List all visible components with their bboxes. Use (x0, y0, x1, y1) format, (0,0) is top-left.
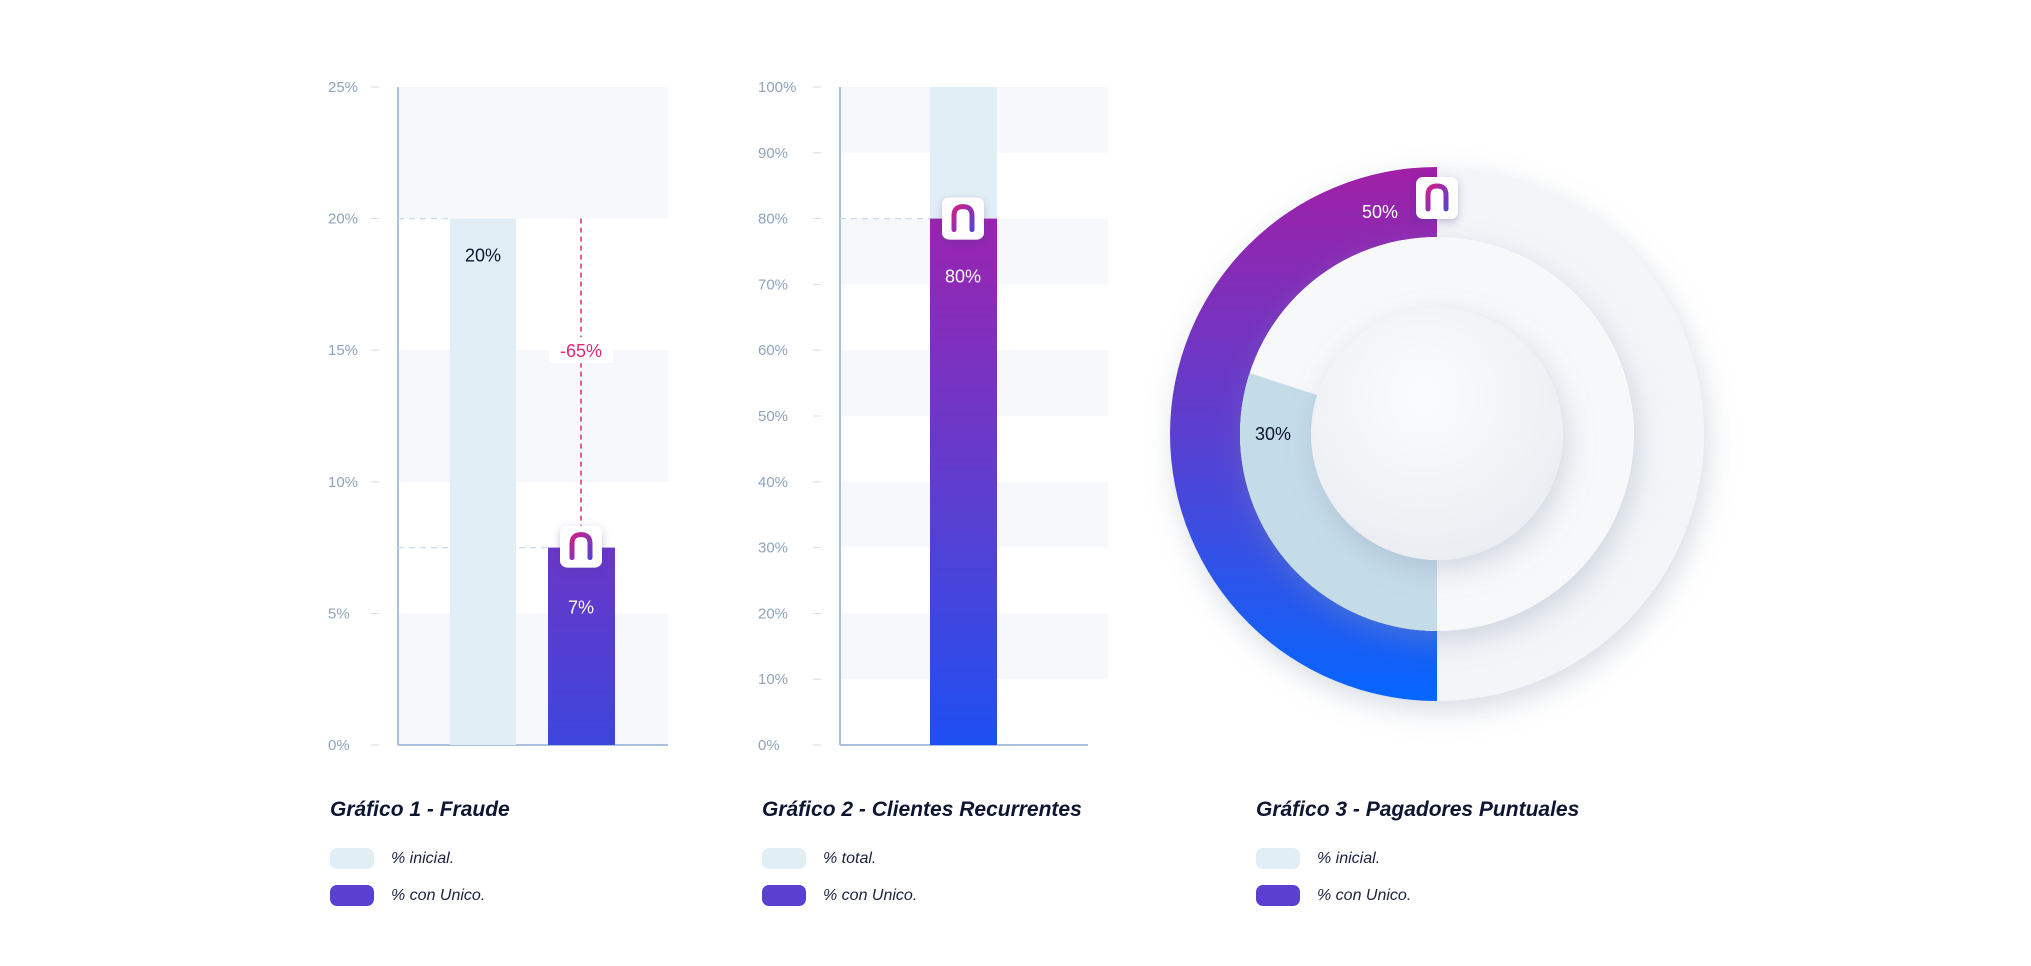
legend-label: % inicial. (1317, 849, 1381, 867)
bar-value-label: 80% (945, 267, 981, 287)
reduction-label: -65% (560, 341, 602, 361)
donut-core (1311, 308, 1563, 560)
chart1-title: Gráfico 1 - Fraude (330, 798, 510, 821)
bar-unico (930, 218, 997, 746)
y-tick-label: 30% (758, 540, 788, 557)
chart2-title: Gráfico 2 - Clientes Recurrentes (762, 798, 1082, 821)
chart2-legend-total: % total. (762, 848, 876, 869)
badge-n-glyph (569, 532, 593, 561)
reduction-label-bg (549, 337, 613, 364)
outer-value-label: 50% (1362, 202, 1398, 222)
outer-ring-segment-unico (1170, 167, 1437, 701)
legend-label: % inicial. (391, 849, 455, 867)
legend-label: % con Unico. (823, 886, 918, 904)
unico-n-logo-icon (942, 197, 984, 240)
y-tick-label: 0% (758, 737, 780, 754)
y-tick-label: 50% (758, 408, 788, 425)
y-tick-label: 15% (328, 342, 358, 359)
legend-label: % con Unico. (1317, 886, 1412, 904)
grid-band (398, 350, 668, 482)
badge-background (560, 525, 602, 568)
badge-n-glyph (951, 204, 975, 233)
badge-background (942, 197, 984, 240)
legend-swatch-initial (330, 848, 374, 869)
legend-swatch-unico (330, 885, 374, 906)
legend-label: % con Unico. (391, 886, 486, 904)
y-tick-label: 80% (758, 211, 788, 228)
y-tick-label: 25% (328, 79, 358, 96)
y-tick-label: 5% (328, 605, 350, 622)
bar-value-label: 20% (465, 246, 501, 266)
grid-band (398, 613, 668, 745)
unico-n-logo-icon (1416, 177, 1458, 219)
legend-label: % total. (823, 849, 877, 867)
y-tick-label: 20% (328, 211, 358, 228)
legend-swatch-unico (1256, 885, 1300, 906)
chart3-legend-initial: % inicial. (1256, 848, 1380, 869)
chart1-legend-unico: % con Unico. (330, 885, 485, 906)
y-tick-label: 70% (758, 276, 788, 293)
chart-fraude: 0% 5% 10% 15% 20% 25% 20% 7% -65% (328, 79, 668, 754)
legend-swatch-unico (762, 885, 806, 906)
chart-pagadores-puntuales: 50% 30% (1170, 167, 1704, 701)
y-tick-label: 0% (328, 737, 350, 754)
y-tick-label: 100% (758, 79, 796, 96)
badge-n-glyph (1425, 183, 1449, 212)
legend-swatch-total (762, 848, 806, 869)
bar-unico (548, 547, 615, 745)
badge-background (1416, 177, 1458, 219)
chart3-title: Gráfico 3 - Pagadores Puntuales (1256, 798, 1580, 821)
chart3-legend-unico: % con Unico. (1256, 885, 1411, 906)
y-tick-label: 60% (758, 342, 788, 359)
chart-clientes-recurrentes: 0% 10% 20% 30% 40% 50% 60% 70% 80% 90% 100% 80% (758, 79, 1108, 754)
legend-swatch-initial (1256, 848, 1300, 869)
y-tick-label: 10% (758, 671, 788, 688)
inner-value-label: 30% (1255, 424, 1291, 444)
y-tick-label: 90% (758, 145, 788, 162)
y-tick-label: 10% (328, 474, 358, 491)
chart1-legend-initial: % inicial. (330, 848, 454, 869)
y-tick-label: 40% (758, 474, 788, 491)
chart2-legend-unico: % con Unico. (762, 885, 917, 906)
y-tick-label: 20% (758, 605, 788, 622)
grid-band (398, 87, 668, 219)
bar-initial (450, 218, 516, 746)
unico-n-logo-icon (560, 525, 602, 568)
bar-value-label: 7% (568, 598, 594, 618)
